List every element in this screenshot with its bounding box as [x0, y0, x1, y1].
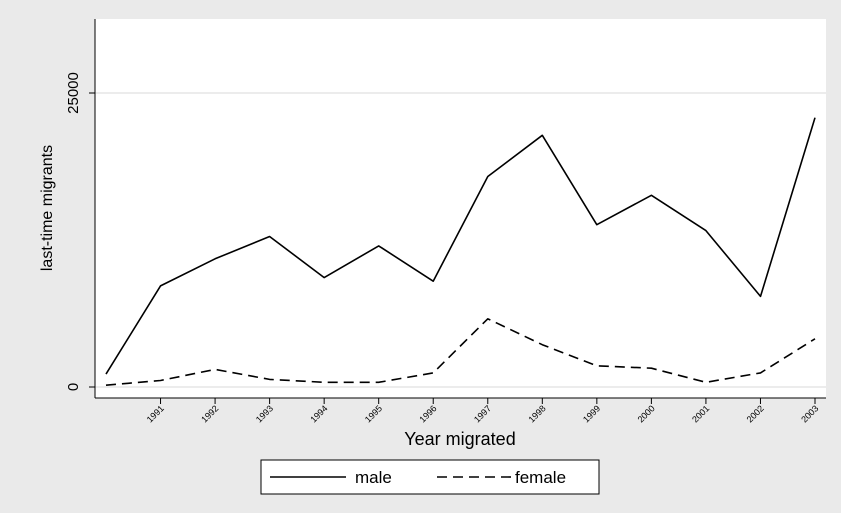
series-lines — [105, 117, 816, 386]
series-line-male — [105, 117, 816, 375]
y-tick-label: 25000 — [65, 72, 82, 114]
legend-label-female: female — [515, 468, 566, 487]
legend: male female — [260, 459, 600, 495]
gridlines — [95, 92, 826, 388]
y-axis-label: last-time migrants — [39, 145, 56, 271]
legend-label-male: male — [355, 468, 392, 487]
y-axis-ticks: 0 25000 — [65, 72, 95, 391]
plot-region — [95, 19, 826, 398]
x-axis-label: Year migrated — [404, 429, 515, 449]
y-tick-label: 0 — [65, 383, 82, 391]
axes — [94, 19, 826, 399]
series-line-female — [105, 317, 816, 386]
